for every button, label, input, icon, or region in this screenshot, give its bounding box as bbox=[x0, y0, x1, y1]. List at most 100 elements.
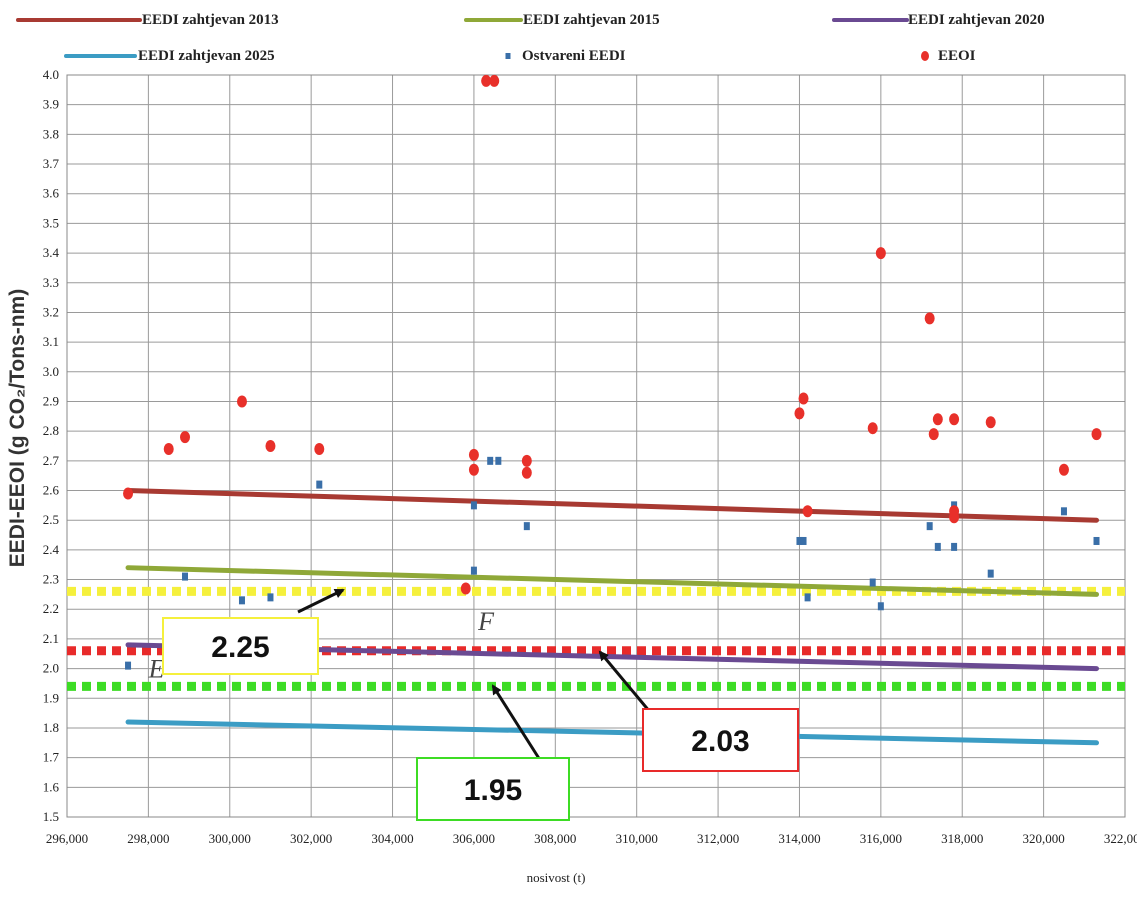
y-tick-label: 3.9 bbox=[43, 97, 59, 112]
eeoi-point bbox=[460, 582, 471, 595]
x-tick-label: 300,000 bbox=[209, 831, 251, 846]
x-tick-label: 322,000 bbox=[1104, 831, 1137, 846]
x-tick-label: 316,000 bbox=[860, 831, 902, 846]
eeoi-point bbox=[932, 413, 943, 426]
annotation-E: E bbox=[148, 655, 165, 684]
legend-entry-5: Ostvareni EEDI bbox=[522, 48, 626, 64]
y-tick-label: 1.5 bbox=[43, 809, 59, 824]
eeoi-point bbox=[123, 487, 134, 500]
eedi-point bbox=[182, 572, 189, 581]
y-tick-label: 2.2 bbox=[43, 601, 59, 616]
eeoi-point bbox=[1091, 428, 1102, 441]
callout-label-1.95: 1.95 bbox=[464, 774, 522, 807]
legend-swatch-eeoi bbox=[921, 51, 929, 61]
eeoi-point bbox=[928, 428, 939, 441]
y-tick-label: 2.4 bbox=[43, 542, 60, 557]
x-tick-labels: 296,000 298,000 300,000 302,000 304,000 306,0… bbox=[46, 831, 1137, 846]
eeoi-point bbox=[265, 440, 276, 452]
eeoi-point bbox=[489, 74, 500, 87]
eeoi-point bbox=[521, 466, 532, 479]
eeoi-point bbox=[949, 511, 960, 524]
legend-entry-3: EEDI zahtjevan 2020 bbox=[908, 12, 1045, 28]
y-tick-label: 2.7 bbox=[43, 453, 60, 468]
grid bbox=[66, 74, 1126, 818]
eedi-point bbox=[125, 661, 132, 670]
eedi-point bbox=[877, 602, 884, 611]
reference-lines bbox=[67, 586, 1125, 691]
eedi-point bbox=[238, 596, 245, 605]
y-tick-labels: 1.5 1.6 1.7 1.8 1.9 2.0 2.1 2.2 2.3 2.4 2.5 2.6 2.7 2… bbox=[43, 67, 60, 824]
eedi-point bbox=[1093, 536, 1100, 545]
callout-arrow-2.25 bbox=[297, 588, 345, 614]
callout-box-2.25 bbox=[162, 617, 319, 675]
callout-box-1.95 bbox=[416, 757, 570, 821]
eedi-point bbox=[470, 566, 477, 575]
x-tick-label: 308,000 bbox=[534, 831, 576, 846]
y-tick-label: 3.1 bbox=[43, 334, 59, 349]
y-tick-label: 2.8 bbox=[43, 423, 59, 438]
x-tick-label: 312,000 bbox=[697, 831, 739, 846]
eedi-point bbox=[267, 593, 274, 602]
eeoi-point bbox=[1058, 463, 1069, 476]
x-tick-label: 304,000 bbox=[371, 831, 413, 846]
eedi-point bbox=[804, 593, 811, 602]
eeoi-point bbox=[163, 442, 174, 455]
eedi-point bbox=[470, 501, 477, 510]
eeoi-point bbox=[236, 395, 247, 408]
eedi-point bbox=[316, 480, 323, 489]
x-tick-label: 302,000 bbox=[290, 831, 332, 846]
callout-arrow-1.95 bbox=[491, 684, 542, 761]
callout-arrow-2.03 bbox=[598, 650, 652, 713]
y-tick-label: 2.0 bbox=[43, 661, 59, 676]
y-tick-label: 3.7 bbox=[43, 156, 60, 171]
y-tick-label: 3.8 bbox=[43, 126, 59, 141]
y-tick-label: 2.1 bbox=[43, 631, 59, 646]
legend: EEDI zahtjevan 2013 EEDI zahtjevan 2015 EE… bbox=[16, 12, 1045, 64]
eedi-point bbox=[495, 456, 502, 465]
callout-label-2.03: 2.03 bbox=[691, 725, 749, 758]
x-axis-title: nosivost (t) bbox=[527, 870, 586, 885]
eeoi-point bbox=[798, 392, 809, 405]
legend-entry-1: EEDI zahtjevan 2013 bbox=[142, 12, 279, 28]
y-tick-label: 1.6 bbox=[43, 779, 60, 794]
legend-swatch-eedi bbox=[505, 53, 511, 59]
eeoi-point bbox=[481, 74, 492, 87]
eedi-point bbox=[796, 536, 803, 545]
y-tick-label: 2.3 bbox=[43, 572, 59, 587]
legend-entry-6: EEOI bbox=[938, 48, 976, 64]
x-tick-label: 314,000 bbox=[778, 831, 820, 846]
eeoi-point bbox=[180, 431, 191, 444]
y-tick-label: 2.9 bbox=[43, 393, 59, 408]
y-tick-label: 2.5 bbox=[43, 512, 59, 527]
series-line-4 bbox=[125, 719, 1100, 746]
x-tick-label: 310,000 bbox=[616, 831, 658, 846]
legend-entry-4: EEDI zahtjevan 2025 bbox=[138, 48, 275, 64]
eedi-point bbox=[987, 569, 994, 578]
eedi-point bbox=[934, 542, 941, 551]
y-tick-label: 1.8 bbox=[43, 720, 59, 735]
x-tick-label: 306,000 bbox=[453, 831, 495, 846]
y-tick-label: 1.9 bbox=[43, 690, 59, 705]
eeoi-point bbox=[867, 422, 878, 435]
x-tick-label: 296,000 bbox=[46, 831, 88, 846]
eeoi-point bbox=[314, 442, 325, 455]
eeoi-point bbox=[875, 247, 886, 260]
callouts: 2.25 2.03 1.95 bbox=[162, 588, 799, 821]
y-tick-label: 4.0 bbox=[43, 67, 59, 82]
annotations: FE bbox=[148, 607, 496, 683]
legend-entry-2: EEDI zahtjevan 2015 bbox=[523, 12, 660, 28]
eeoi-point bbox=[794, 407, 805, 420]
scatter-points bbox=[123, 74, 1102, 670]
eedi-point bbox=[800, 536, 807, 545]
y-tick-label: 3.4 bbox=[43, 245, 60, 260]
x-tick-label: 320,000 bbox=[1022, 831, 1064, 846]
series-line-2 bbox=[125, 565, 1100, 597]
y-tick-label: 1.7 bbox=[43, 750, 60, 765]
eedi-point bbox=[926, 522, 933, 531]
y-tick-label: 2.6 bbox=[43, 483, 60, 498]
eedi-point bbox=[951, 542, 958, 551]
series-lines bbox=[125, 488, 1100, 746]
eedi-point bbox=[1060, 507, 1067, 516]
eeoi-point bbox=[468, 463, 479, 476]
